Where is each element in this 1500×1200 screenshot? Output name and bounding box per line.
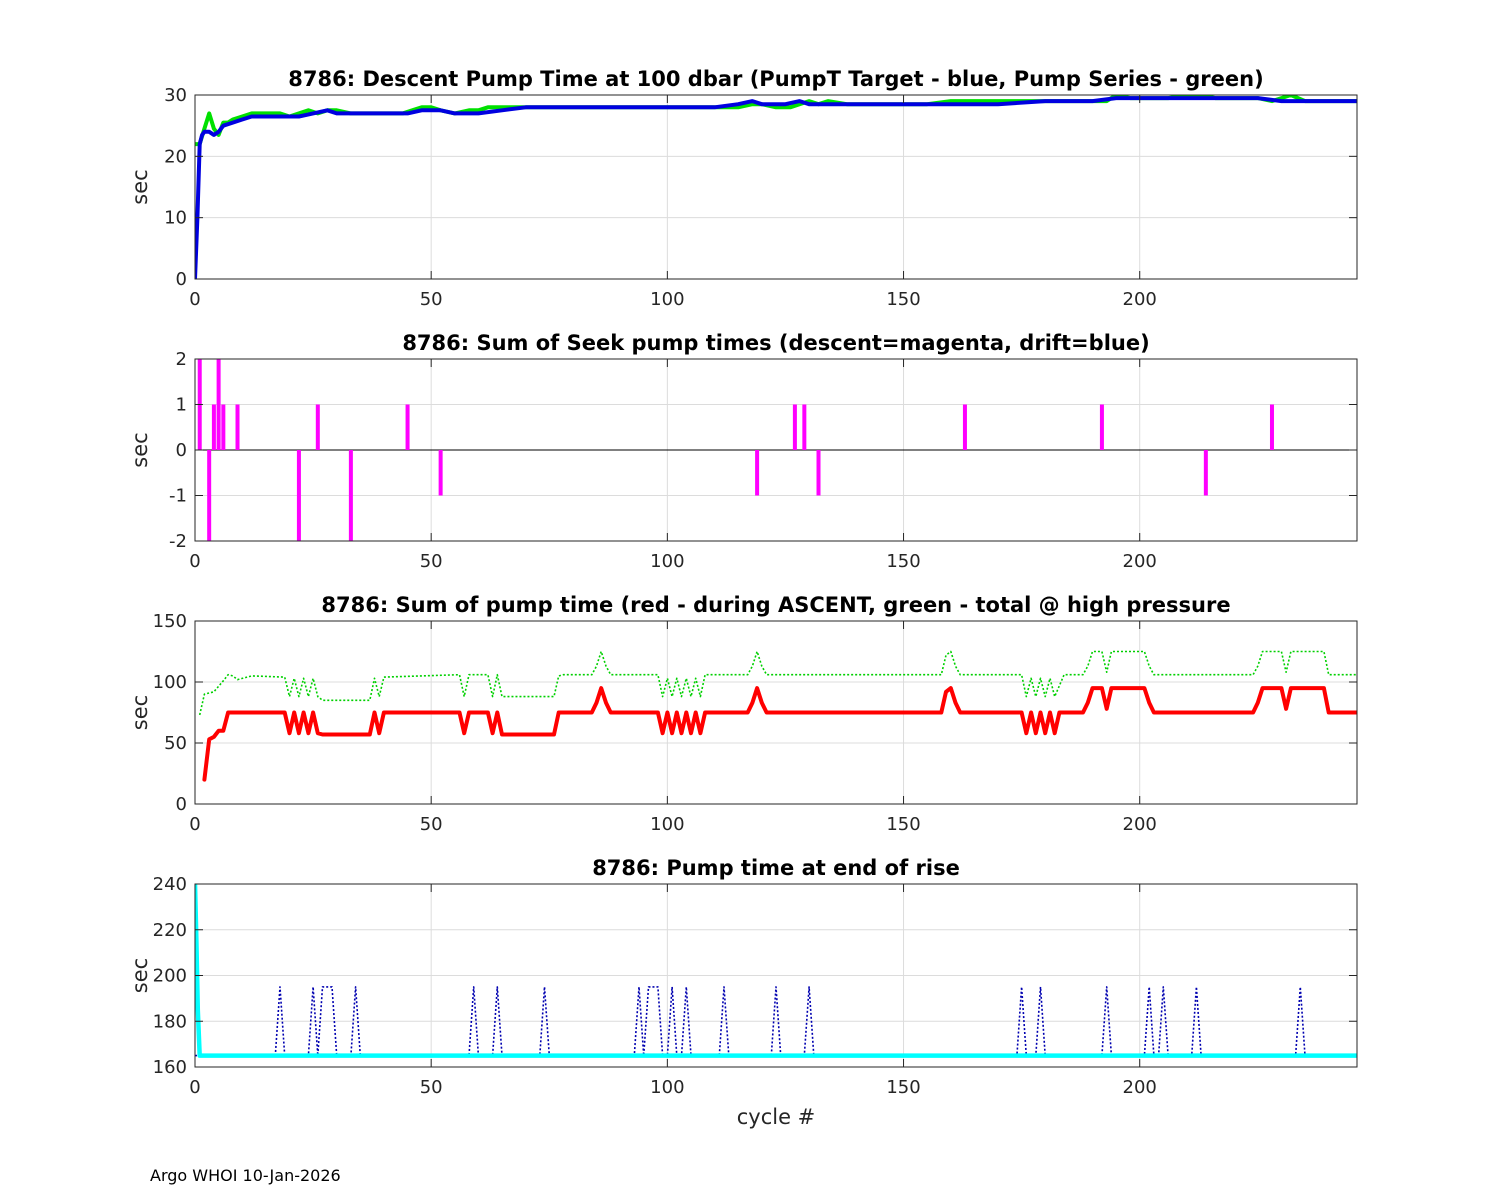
series-line <box>195 884 1357 1058</box>
bar <box>211 404 216 450</box>
y-tick-label: 10 <box>164 208 187 229</box>
y-tick-label: 30 <box>164 85 187 106</box>
chart-title: 8786: Sum of pump time (red - during ASC… <box>321 593 1230 617</box>
y-tick-label: 150 <box>153 611 187 632</box>
series-line <box>195 96 1357 279</box>
y-tick-label: 0 <box>176 794 187 815</box>
y-axis-label: sec <box>128 169 152 204</box>
chart-panel-2: 0 50 100 150 200 -2 -1 0 1 2 8786: Sum of Seek pum… <box>128 331 1358 572</box>
y-axis-label: sec <box>128 958 152 993</box>
x-tick-label: 150 <box>886 289 920 310</box>
x-tick-label: 50 <box>420 551 443 572</box>
x-tick-label: 100 <box>650 814 684 835</box>
x-tick-label: 200 <box>1123 289 1157 310</box>
bar <box>405 404 410 450</box>
x-tick-label: 200 <box>1123 814 1157 835</box>
x-tick-label: 0 <box>189 551 200 572</box>
y-tick-label: 100 <box>153 672 187 693</box>
series-line <box>202 686 1357 782</box>
bar <box>802 404 807 450</box>
y-tick-label: 20 <box>164 146 187 167</box>
y-tick-label: 0 <box>176 269 187 290</box>
x-tick-label: 150 <box>886 551 920 572</box>
x-tick-label: 50 <box>420 289 443 310</box>
x-tick-label: 200 <box>1123 551 1157 572</box>
x-tick-label: 200 <box>1123 1077 1157 1098</box>
bar <box>296 450 301 541</box>
y-axis-label: sec <box>128 432 152 467</box>
chart-panel-3: 0 50 100 150 200 0 50 100 150 8786: Sum of pump t… <box>128 593 1358 835</box>
bar <box>816 450 821 496</box>
chart-title: 8786: Pump time at end of rise <box>592 856 960 880</box>
bar <box>235 404 240 450</box>
bar <box>221 404 226 450</box>
x-tick-label: 100 <box>650 1077 684 1098</box>
y-tick-label: 50 <box>164 733 187 754</box>
bar <box>216 359 221 450</box>
axes-frame <box>194 620 1358 805</box>
x-tick-label: 50 <box>420 814 443 835</box>
y-tick-label: -2 <box>169 531 187 552</box>
x-tick-label: 0 <box>189 814 200 835</box>
y-tick-label: 200 <box>153 966 187 987</box>
series-line <box>195 986 1357 1057</box>
x-tick-label: 100 <box>650 551 684 572</box>
bar <box>962 404 967 450</box>
chart-title: 8786: Descent Pump Time at 100 dbar (Pum… <box>288 67 1263 91</box>
bar <box>348 450 353 541</box>
y-tick-label: 160 <box>153 1057 187 1078</box>
x-tick-label: 50 <box>420 1077 443 1098</box>
bar <box>1203 450 1208 496</box>
y-tick-label: -1 <box>169 486 187 507</box>
bar <box>1269 404 1274 450</box>
plot-area <box>195 884 1357 1058</box>
plot-area <box>198 650 1357 782</box>
bar <box>315 404 320 450</box>
x-tick-label: 150 <box>886 1077 920 1098</box>
y-tick-label: 240 <box>153 874 187 895</box>
y-tick-label: 220 <box>153 920 187 941</box>
x-tick-label: 100 <box>650 289 684 310</box>
x-tick-label: 0 <box>189 289 200 310</box>
chart-panel-1: 0 50 100 150 200 0 10 20 30 8786: Descent Pump Ti… <box>128 67 1358 310</box>
axes-frame <box>194 94 1358 280</box>
y-tick-label: 1 <box>176 395 187 416</box>
x-tick-label: 150 <box>886 814 920 835</box>
bar <box>438 450 443 496</box>
bar <box>1099 404 1104 450</box>
x-axis-label: cycle # <box>737 1105 816 1129</box>
series-line <box>198 650 1357 716</box>
y-tick-label: 0 <box>176 440 187 461</box>
y-tick-label: 2 <box>176 349 187 370</box>
x-tick-label: 0 <box>189 1077 200 1098</box>
chart-panel-4: 0 50 100 150 200 160 180 200 220 240 8786: Pump ti… <box>128 856 1358 1129</box>
y-tick-label: 180 <box>153 1011 187 1032</box>
bar <box>207 450 212 541</box>
chart-title: 8786: Sum of Seek pump times (descent=ma… <box>402 331 1149 355</box>
plot-area <box>195 95 1357 279</box>
bar <box>755 450 760 496</box>
y-axis-label: sec <box>128 695 152 730</box>
footer-credit: Argo WHOI 10-Jan-2026 <box>150 1166 341 1185</box>
plot-area <box>195 359 1357 541</box>
bar <box>792 404 797 450</box>
